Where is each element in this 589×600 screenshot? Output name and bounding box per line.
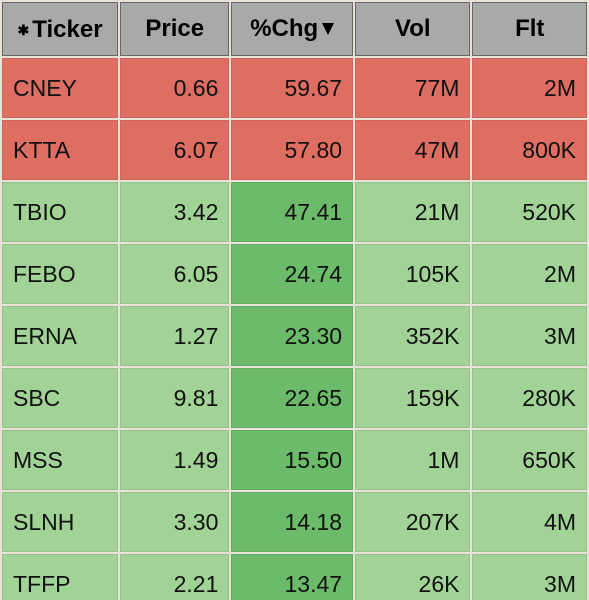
cell-vol: 105K (355, 244, 470, 304)
cell-pct-chg: 22.65 (231, 368, 353, 428)
col-header-pct-chg[interactable]: %Chg (231, 2, 353, 56)
cell-flt: 4M (472, 492, 587, 552)
cell-flt: 800K (472, 120, 587, 180)
cell-flt: 3M (472, 306, 587, 366)
cell-ticker: ERNA (2, 306, 118, 366)
cell-ticker: SLNH (2, 492, 118, 552)
table-row[interactable]: TBIO3.4247.4121M520K (2, 182, 587, 242)
cell-price: 3.42 (120, 182, 229, 242)
cell-price: 1.27 (120, 306, 229, 366)
cell-pct-chg: 59.67 (231, 58, 353, 118)
table-row[interactable]: FEBO6.0524.74105K2M (2, 244, 587, 304)
cell-price: 1.49 (120, 430, 229, 490)
cell-vol: 1M (355, 430, 470, 490)
pin-icon: ✱ (18, 22, 30, 39)
col-header-flt[interactable]: Flt (472, 2, 587, 56)
cell-pct-chg: 15.50 (231, 430, 353, 490)
table-header-row: ✱ Ticker Price %Chg Vol (2, 2, 587, 56)
cell-flt: 650K (472, 430, 587, 490)
cell-flt: 520K (472, 182, 587, 242)
table-row[interactable]: CNEY0.6659.6777M2M (2, 58, 587, 118)
cell-pct-chg: 23.30 (231, 306, 353, 366)
cell-vol: 26K (355, 554, 470, 600)
cell-ticker: SBC (2, 368, 118, 428)
table-body: CNEY0.6659.6777M2MKTTA6.0757.8047M800KTB… (2, 58, 587, 600)
cell-price: 9.81 (120, 368, 229, 428)
cell-pct-chg: 13.47 (231, 554, 353, 600)
cell-pct-chg: 24.74 (231, 244, 353, 304)
col-header-label: Price (145, 15, 204, 43)
col-header-label: Flt (515, 15, 544, 43)
cell-pct-chg: 14.18 (231, 492, 353, 552)
cell-price: 6.05 (120, 244, 229, 304)
table-row[interactable]: TFFP2.2113.4726K3M (2, 554, 587, 600)
sort-desc-icon (322, 23, 334, 35)
col-header-label: Vol (395, 15, 431, 43)
cell-vol: 207K (355, 492, 470, 552)
table-row[interactable]: SLNH3.3014.18207K4M (2, 492, 587, 552)
col-header-ticker[interactable]: ✱ Ticker (2, 2, 118, 56)
table-row[interactable]: ERNA1.2723.30352K3M (2, 306, 587, 366)
stock-screener-table: ✱ Ticker Price %Chg Vol (0, 0, 589, 600)
col-header-vol[interactable]: Vol (355, 2, 470, 56)
cell-ticker: KTTA (2, 120, 118, 180)
cell-vol: 47M (355, 120, 470, 180)
cell-ticker: MSS (2, 430, 118, 490)
cell-vol: 21M (355, 182, 470, 242)
cell-ticker: TFFP (2, 554, 118, 600)
col-header-price[interactable]: Price (120, 2, 229, 56)
col-header-label: %Chg (250, 15, 318, 43)
cell-price: 2.21 (120, 554, 229, 600)
cell-price: 3.30 (120, 492, 229, 552)
cell-price: 6.07 (120, 120, 229, 180)
cell-flt: 2M (472, 244, 587, 304)
table-row[interactable]: SBC9.8122.65159K280K (2, 368, 587, 428)
cell-vol: 77M (355, 58, 470, 118)
cell-ticker: TBIO (2, 182, 118, 242)
cell-price: 0.66 (120, 58, 229, 118)
cell-pct-chg: 47.41 (231, 182, 353, 242)
cell-flt: 280K (472, 368, 587, 428)
cell-ticker: FEBO (2, 244, 118, 304)
table-row[interactable]: KTTA6.0757.8047M800K (2, 120, 587, 180)
cell-flt: 2M (472, 58, 587, 118)
cell-vol: 352K (355, 306, 470, 366)
cell-pct-chg: 57.80 (231, 120, 353, 180)
col-header-label: Ticker (32, 16, 102, 44)
cell-vol: 159K (355, 368, 470, 428)
cell-ticker: CNEY (2, 58, 118, 118)
table-row[interactable]: MSS1.4915.501M650K (2, 430, 587, 490)
cell-flt: 3M (472, 554, 587, 600)
